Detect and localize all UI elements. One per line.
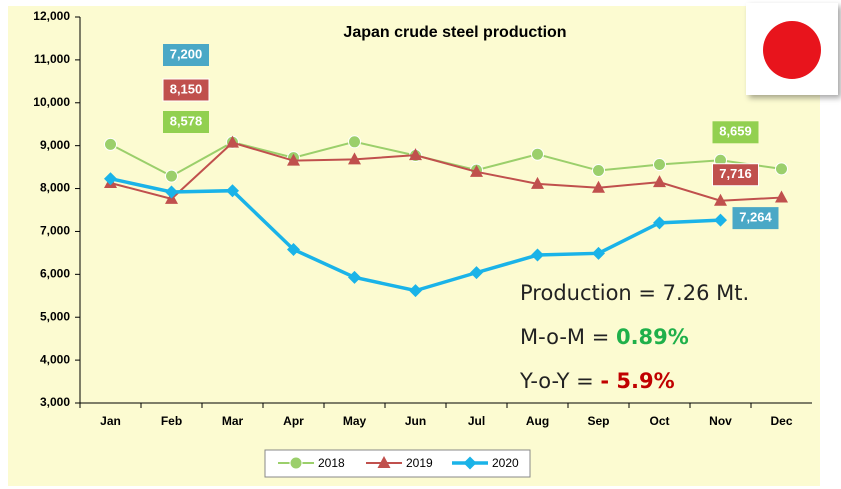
point [531,147,544,161]
data-label: 7,716 [719,166,752,181]
point [165,185,178,199]
point [104,137,117,151]
legend-item: 2019 [366,456,433,470]
point [775,162,788,176]
annotation-box [163,44,209,66]
x-tick-label: Jan [100,414,121,428]
y-tick-label: 9,000 [40,138,70,152]
point [775,190,788,203]
data-label-box [732,207,779,230]
y-tick-label: 5,000 [40,309,70,323]
flag [746,3,838,95]
flag-sun [763,21,821,79]
legend-item: 2020 [452,456,519,470]
point [470,266,483,280]
point [653,216,666,230]
point [592,164,605,178]
y-tick-label: 7,000 [40,224,70,238]
y-tick-label: 12,000 [33,9,70,23]
point [377,456,391,468]
x-tick-label: Jun [405,414,426,428]
point [592,246,605,260]
x-tick-label: Nov [709,414,732,428]
y-tick-label: 10,000 [33,95,70,109]
point [226,135,239,148]
x-tick-label: Oct [649,414,669,428]
x-tick-label: Jul [468,414,485,428]
point [348,270,361,284]
y-tick-label: 8,000 [40,181,70,195]
x-tick-label: Feb [161,414,182,428]
series-line [110,141,782,202]
point [226,184,239,198]
note-production: Production = 7.26 Mt. [520,281,749,305]
point [409,148,422,161]
point [165,169,178,183]
point [592,180,605,193]
chart-background [8,6,820,486]
note-yoy: Y-o-Y = - 5.9% [519,369,675,393]
x-tick-label: May [343,414,367,428]
data-label: 7,264 [739,210,772,225]
x-tick-label: Mar [222,414,244,428]
data-label: 8,659 [719,124,752,139]
y-tick-label: 4,000 [40,352,70,366]
point [104,172,117,186]
annotation: 8,150 [170,81,203,96]
point [531,248,544,262]
legend-label: 2020 [492,456,519,470]
point [531,176,544,189]
point [470,164,483,177]
point [714,213,727,227]
x-tick-label: Apr [283,414,304,428]
point [287,153,300,166]
x-tick-label: Aug [526,414,549,428]
x-tick-label: Sep [587,414,609,428]
legend-label: 2019 [406,456,433,470]
y-tick-label: 3,000 [40,395,70,409]
yoy-value: - 5.9% [600,369,674,393]
data-label-box [712,163,759,187]
data-label-box [712,121,759,144]
legend-item: 2018 [278,456,345,470]
annotation-box [163,111,209,133]
legend-label: 2018 [318,456,345,470]
point [348,152,361,165]
annotation: 7,200 [170,46,203,61]
x-tick-label: Dec [770,414,792,428]
chart-title: Japan crude steel production [343,24,566,41]
note-mom: M-o-M = 0.89% [520,325,689,349]
point [653,175,666,188]
point [714,193,727,206]
point [653,158,666,172]
annotation: 8,578 [170,113,203,128]
mom-label: M-o-M = [520,325,616,349]
point [463,456,477,470]
mom-value: 0.89% [616,325,689,349]
point [348,135,361,149]
yoy-label: Y-o-Y = [519,369,600,393]
point [287,242,300,256]
annotation-box [162,78,210,102]
point [289,456,303,470]
y-tick-label: 11,000 [34,52,70,66]
point [409,284,422,298]
y-tick-label: 6,000 [40,267,70,281]
